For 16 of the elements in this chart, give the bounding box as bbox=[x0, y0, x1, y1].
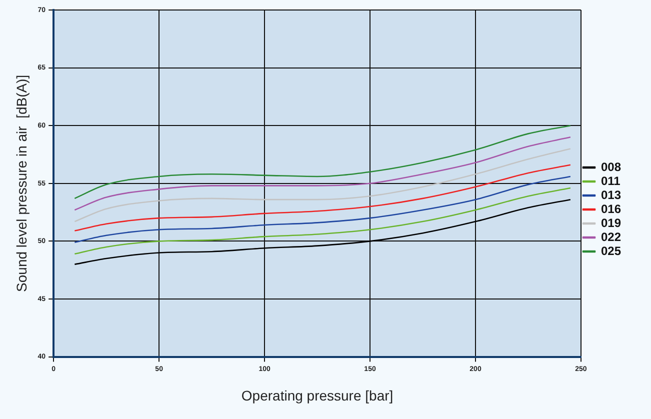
line-series bbox=[74, 198, 572, 265]
x-axis-title: Operating pressure [bar] bbox=[241, 387, 394, 404]
legend-label: 011 bbox=[600, 174, 621, 188]
legend-label: 016 bbox=[600, 202, 622, 216]
line-series bbox=[74, 164, 572, 232]
y-axis-title: Sound level pressure in air [dB(A)] bbox=[13, 74, 30, 292]
line-series bbox=[74, 176, 572, 244]
legend-label: 008 bbox=[600, 160, 622, 174]
line-series bbox=[74, 124, 572, 200]
legend-label: 025 bbox=[600, 244, 622, 258]
line-series bbox=[74, 187, 572, 255]
legend-label: 019 bbox=[600, 216, 622, 230]
legend-label: 022 bbox=[600, 230, 622, 244]
line-series bbox=[74, 148, 572, 222]
line-series bbox=[74, 136, 572, 211]
legend-label: 013 bbox=[600, 188, 622, 202]
